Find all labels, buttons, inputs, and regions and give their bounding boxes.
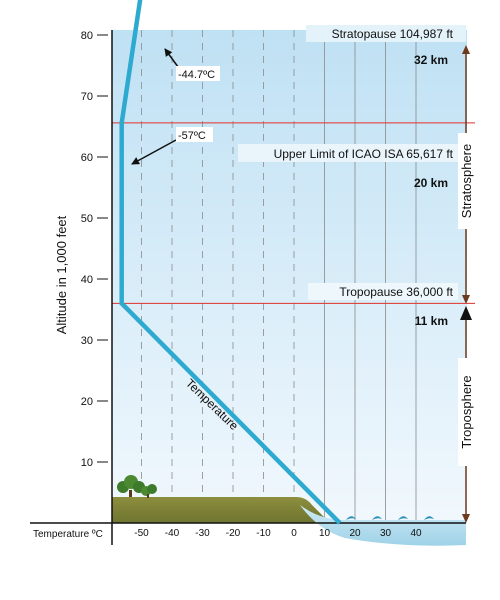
isa-limit-km: 20 km bbox=[414, 176, 448, 190]
x-tick-label: 40 bbox=[410, 528, 422, 539]
annotation-top-temp: -44.7ºC bbox=[164, 48, 220, 81]
boundary-lines bbox=[112, 122, 475, 304]
x-tick-label: -40 bbox=[165, 528, 180, 539]
y-tick-label: 10 bbox=[81, 457, 93, 469]
y-axis-label: Altitude in 1,000 feet bbox=[54, 215, 69, 334]
x-tick-label: 10 bbox=[319, 528, 331, 539]
isa-limit-label-group: Upper Limit of ICAO ISA 65,617 ft 20 km bbox=[238, 144, 460, 190]
y-tick-label: 70 bbox=[81, 91, 93, 103]
annotation-isa-temp: -57ºC bbox=[131, 127, 213, 165]
y-tick-label: 20 bbox=[81, 396, 93, 408]
x-axis-label: Temperature ºC bbox=[33, 529, 103, 540]
y-tick-label: 30 bbox=[81, 335, 93, 347]
y-tick-label: 50 bbox=[81, 213, 93, 225]
stratosphere-label-bg bbox=[458, 133, 475, 229]
y-tick-label: 80 bbox=[81, 30, 93, 42]
annotation-isa-temp-text: -57ºC bbox=[178, 130, 206, 142]
annotation-top-temp-text: -44.7ºC bbox=[178, 69, 215, 81]
sky-background bbox=[112, 30, 467, 523]
y-tick-label: 60 bbox=[81, 152, 93, 164]
x-tick-labels: -50 -40 -30 -20 -10 0 10 20 30 40 bbox=[134, 528, 422, 539]
tropopause-label-group: Tropopause 36,000 ft 11 km bbox=[308, 283, 458, 328]
grid-lines bbox=[141, 30, 417, 523]
waves bbox=[346, 516, 434, 520]
tropopause-km: 11 km bbox=[415, 314, 448, 328]
x-tick-label: -30 bbox=[195, 528, 210, 539]
stratopause-label: Stratopause 104,987 ft bbox=[332, 27, 454, 41]
x-tick-label: 20 bbox=[349, 528, 361, 539]
troposphere-label: Troposphere bbox=[459, 375, 474, 448]
x-tick-label: 30 bbox=[380, 528, 392, 539]
stratopause-label-group: Stratopause 104,987 ft 32 km bbox=[306, 25, 466, 67]
y-tick-label: 40 bbox=[81, 274, 93, 286]
x-tick-label: 0 bbox=[291, 528, 297, 539]
troposphere-label-bg bbox=[458, 358, 475, 466]
tropopause-label: Tropopause 36,000 ft bbox=[339, 285, 453, 299]
x-tick-label: -10 bbox=[256, 528, 271, 539]
isa-limit-label: Upper Limit of ICAO ISA 65,617 ft bbox=[274, 147, 454, 161]
temperature-line bbox=[119, 0, 342, 525]
x-tick-label: -20 bbox=[226, 528, 241, 539]
stratopause-km: 32 km bbox=[414, 53, 448, 67]
trees bbox=[117, 475, 157, 498]
ground bbox=[112, 497, 340, 523]
x-tick-label: -50 bbox=[134, 528, 149, 539]
water bbox=[300, 505, 466, 546]
stratosphere-label: Stratosphere bbox=[459, 144, 474, 218]
y-tick-labels: 102030405060708090100 bbox=[81, 30, 108, 469]
